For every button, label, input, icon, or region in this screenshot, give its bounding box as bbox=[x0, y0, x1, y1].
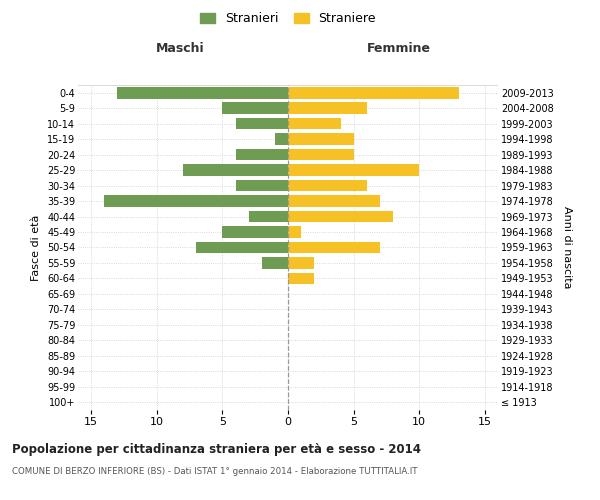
Bar bbox=[223, 102, 288, 114]
Bar bbox=[248, 210, 288, 222]
Bar bbox=[235, 118, 288, 130]
Bar bbox=[104, 196, 288, 207]
Bar bbox=[288, 102, 367, 114]
Bar bbox=[235, 180, 288, 192]
Bar bbox=[288, 242, 380, 254]
Y-axis label: Anni di nascita: Anni di nascita bbox=[562, 206, 572, 288]
Bar bbox=[288, 257, 314, 269]
Bar bbox=[288, 226, 301, 238]
Bar bbox=[235, 149, 288, 160]
Bar bbox=[288, 164, 419, 176]
Bar bbox=[223, 226, 288, 238]
Bar bbox=[288, 180, 367, 192]
Bar bbox=[288, 196, 380, 207]
Bar bbox=[288, 149, 353, 160]
Bar bbox=[196, 242, 288, 254]
Bar bbox=[288, 118, 341, 130]
Text: Maschi: Maschi bbox=[155, 42, 205, 55]
Bar bbox=[288, 210, 393, 222]
Bar bbox=[288, 134, 353, 145]
Bar bbox=[288, 272, 314, 284]
Bar bbox=[275, 134, 288, 145]
Bar bbox=[288, 87, 458, 99]
Text: Femmine: Femmine bbox=[367, 42, 431, 55]
Text: Popolazione per cittadinanza straniera per età e sesso - 2014: Popolazione per cittadinanza straniera p… bbox=[12, 442, 421, 456]
Bar bbox=[183, 164, 288, 176]
Text: COMUNE DI BERZO INFERIORE (BS) - Dati ISTAT 1° gennaio 2014 - Elaborazione TUTTI: COMUNE DI BERZO INFERIORE (BS) - Dati IS… bbox=[12, 468, 418, 476]
Bar bbox=[118, 87, 288, 99]
Legend: Stranieri, Straniere: Stranieri, Straniere bbox=[196, 8, 380, 29]
Bar bbox=[262, 257, 288, 269]
Y-axis label: Fasce di età: Fasce di età bbox=[31, 214, 41, 280]
